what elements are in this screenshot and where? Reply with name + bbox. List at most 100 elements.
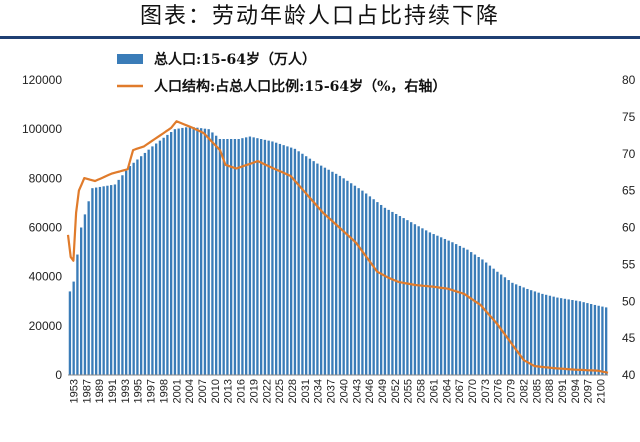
bar (308, 158, 312, 375)
bar (488, 265, 492, 375)
x-tick-label: 2052 (390, 379, 402, 403)
bar (342, 178, 345, 375)
bar (473, 254, 477, 375)
bar (462, 247, 465, 375)
bar (102, 186, 105, 375)
title-divider (0, 36, 640, 39)
bar (275, 142, 278, 375)
bar (207, 129, 210, 375)
x-tick-label: 2028 (287, 379, 299, 403)
bar (222, 139, 225, 375)
bar (278, 143, 282, 375)
bar (503, 277, 507, 375)
bar (297, 151, 300, 375)
bar (582, 302, 585, 375)
x-tick-label: 2004 (184, 379, 196, 403)
bar (128, 166, 132, 375)
bar (545, 294, 548, 375)
bar (518, 285, 522, 375)
bar (173, 129, 177, 375)
bar (575, 300, 578, 375)
bar (140, 156, 143, 375)
bar (500, 274, 503, 375)
bar (226, 139, 229, 375)
bar (507, 280, 510, 375)
bar (485, 262, 488, 375)
x-tick-label: 2097 (583, 379, 595, 403)
bar (106, 185, 109, 375)
bar (185, 127, 188, 375)
bar (383, 207, 387, 375)
bar (391, 211, 394, 375)
bar (151, 146, 154, 376)
x-tick-label: 2085 (531, 379, 543, 403)
x-tick-label: 1997 (146, 379, 158, 403)
x-tick-label: 2022 (261, 379, 273, 403)
axes: 0 20000 40000 60000 80000 100000 120000 40 45 50 5… (22, 73, 636, 403)
bar (132, 162, 135, 375)
x-tick-label: 2007 (197, 379, 209, 403)
x-tick-label: 2079 (506, 379, 518, 403)
bar (252, 137, 255, 375)
y-left-tick-label: 80000 (29, 171, 63, 185)
x-tick-label: 2001 (171, 379, 183, 403)
bar (91, 188, 94, 375)
bar (440, 237, 443, 375)
bar (155, 143, 158, 375)
bar (327, 169, 330, 375)
x-tick-label: 2010 (210, 379, 222, 403)
bar (125, 170, 128, 375)
bar (455, 244, 458, 375)
x-tick-label: 1991 (107, 379, 119, 403)
x-tick-label: 2040 (338, 379, 350, 403)
bar (361, 190, 364, 376)
bar (522, 287, 525, 375)
bar (286, 146, 289, 376)
y-right-tick-label: 65 (622, 184, 636, 198)
x-tick-label: 2037 (326, 379, 338, 403)
bar (166, 134, 169, 375)
bar (530, 290, 533, 375)
bar (271, 141, 274, 375)
bar (215, 135, 218, 375)
x-tick-label: 2013 (223, 379, 235, 403)
bar (586, 303, 589, 375)
bar (511, 282, 514, 375)
bar (267, 140, 270, 375)
y-left-tick-label: 100000 (22, 122, 62, 136)
bar (237, 139, 240, 375)
bar (158, 140, 162, 375)
bar (421, 228, 424, 375)
bar (372, 199, 375, 375)
bar (282, 145, 285, 375)
bar (477, 257, 480, 375)
bar (515, 284, 518, 375)
bar (301, 153, 304, 375)
bar (230, 139, 233, 375)
bar (256, 138, 259, 375)
bar (395, 213, 398, 375)
bar (451, 242, 454, 375)
bar (425, 230, 428, 375)
bar (346, 180, 349, 375)
bar (398, 216, 402, 375)
bar (312, 161, 315, 376)
bar (203, 128, 207, 375)
bar (593, 304, 597, 375)
bar (113, 184, 117, 375)
bar (357, 188, 360, 375)
y-left-tick-label: 120000 (22, 73, 62, 87)
bar (335, 173, 338, 375)
chart: 0 20000 40000 60000 80000 100000 120000 40 45 50 5… (0, 40, 640, 442)
x-tick-label: 2082 (518, 379, 530, 403)
x-tick-label: 2076 (493, 379, 505, 403)
x-tick-label: 2049 (377, 379, 389, 403)
bar (170, 132, 173, 375)
bar (447, 240, 450, 375)
bar (72, 281, 75, 375)
bar (241, 138, 244, 375)
bar (368, 196, 372, 375)
bar-series (68, 126, 608, 376)
y-left-tick-label: 60000 (29, 221, 63, 235)
bar (263, 139, 267, 375)
